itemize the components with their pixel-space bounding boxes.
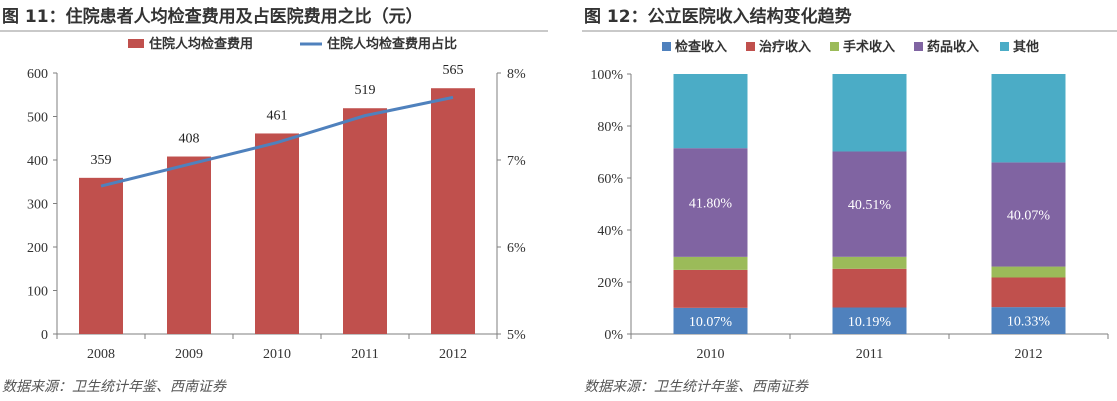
y-tick-label-left: 100 <box>27 285 48 300</box>
y-tick-label-left: 0 <box>41 328 48 343</box>
segment-value-label: 40.51% <box>848 198 892 213</box>
segment-value-label: 10.19% <box>848 315 892 330</box>
stacked-segment-5 <box>991 74 1066 163</box>
bar-exam-fee <box>79 177 123 334</box>
left-title-divider <box>0 30 548 32</box>
x-tick-label: 2008 <box>87 347 115 362</box>
exam-fee-combo-chart: 0 100 200 300 400 500 600 5% 6% 7% 8% 2008 2009 2010 2… <box>27 36 526 362</box>
x-tick-label: 2011 <box>856 347 883 362</box>
bar-exam-fee <box>255 133 299 334</box>
legend-label-bar: 住院人均检查费用 <box>149 36 253 52</box>
line-exam-fee-ratio <box>100 95 454 188</box>
segment-value-label: 10.07% <box>689 315 733 330</box>
stacked-segment-3 <box>673 256 748 270</box>
stacked-segment-5 <box>832 74 907 152</box>
bar-exam-fee <box>431 88 475 334</box>
stacked-segment-3 <box>991 266 1066 278</box>
x-tick-label: 2012 <box>1015 347 1043 362</box>
y-tick-label-right: 7% <box>507 154 526 169</box>
stacked-segment-4 <box>673 148 748 257</box>
stacked-segment-1 <box>832 307 907 334</box>
legend-swatch-3 <box>830 42 839 51</box>
y-tick-label: 60% <box>597 172 623 187</box>
legend-swatch-4 <box>914 42 923 51</box>
bar-value-label: 565 <box>443 63 464 78</box>
y-tick-label-right: 8% <box>507 67 526 82</box>
y-tick-label-right: 5% <box>507 328 526 343</box>
left-figure-title: 图 11：住院患者人均检查费用及占医院费用之比（元） <box>2 7 423 27</box>
y-tick-label: 0% <box>604 328 623 343</box>
y-tick-label-right: 6% <box>507 241 526 256</box>
legend-swatch-5 <box>1000 42 1009 51</box>
stacked-segment-1 <box>991 307 1066 334</box>
stacked-segment-4 <box>991 162 1066 267</box>
legend-label-5: 其他 <box>1013 39 1039 55</box>
stacked-segment-1 <box>673 307 748 334</box>
bar-exam-fee <box>167 156 211 334</box>
right-source-note: 数据来源：卫生统计年鉴、西南证券 <box>584 379 808 395</box>
segment-value-label: 10.33% <box>1007 315 1051 330</box>
legend-label-4: 药品收入 <box>927 39 979 55</box>
legend-swatch-bar <box>128 39 144 48</box>
bar-value-label: 408 <box>179 132 200 147</box>
x-tick-label: 2012 <box>439 347 467 362</box>
legend-label-2: 治疗收入 <box>759 39 811 55</box>
stacked-segment-4 <box>832 151 907 257</box>
bar-exam-fee <box>343 108 387 334</box>
stacked-segment-2 <box>991 277 1066 308</box>
y-tick-label-left: 600 <box>27 67 48 82</box>
x-tick-label: 2010 <box>263 347 291 362</box>
legend-swatch-1 <box>662 42 671 51</box>
y-tick-label: 100% <box>590 68 623 83</box>
bar-value-label: 461 <box>267 108 288 123</box>
y-tick-label-left: 500 <box>27 111 48 126</box>
legend-swatch-2 <box>746 42 755 51</box>
legend-label-line: 住院人均检查费用占比 <box>327 36 457 52</box>
bar-value-label: 519 <box>355 83 376 98</box>
legend-label-1: 检查收入 <box>675 39 727 55</box>
x-tick-label: 2010 <box>697 347 725 362</box>
y-tick-label: 40% <box>597 224 623 239</box>
stacked-segment-3 <box>832 256 907 269</box>
x-tick-label: 2011 <box>351 347 378 362</box>
y-tick-label-left: 200 <box>27 241 48 256</box>
segment-value-label: 40.07% <box>1007 208 1051 223</box>
stacked-segment-2 <box>832 268 907 308</box>
bar-value-label: 359 <box>91 153 112 168</box>
legend-label-3: 手术收入 <box>843 39 895 55</box>
y-tick-label-left: 400 <box>27 154 48 169</box>
x-tick-label: 2009 <box>175 347 203 362</box>
stacked-segment-5 <box>673 74 748 149</box>
stacked-segment-2 <box>673 269 748 308</box>
right-title-divider <box>582 30 1117 32</box>
y-tick-label: 20% <box>597 276 623 291</box>
y-tick-label-left: 300 <box>27 198 48 213</box>
left-source-note: 数据来源：卫生统计年鉴、西南证券 <box>2 379 226 395</box>
y-tick-label: 80% <box>597 120 623 135</box>
segment-value-label: 41.80% <box>689 197 733 212</box>
right-figure-title: 图 12：公立医院收入结构变化趋势 <box>584 7 852 27</box>
